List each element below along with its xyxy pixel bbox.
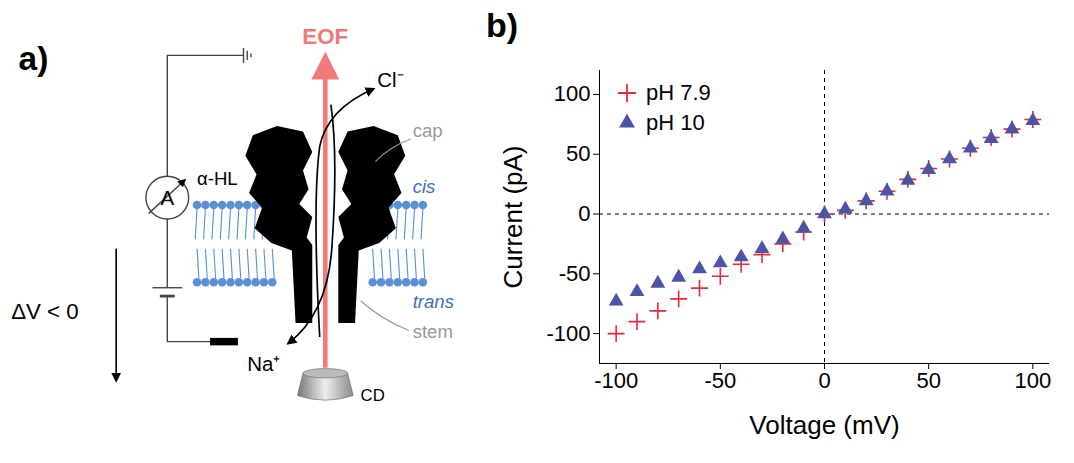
svg-text:50: 50 — [566, 141, 590, 166]
svg-text:trans: trans — [413, 291, 454, 312]
svg-text:cap: cap — [413, 120, 443, 141]
svg-text:CD: CD — [361, 386, 385, 405]
svg-text:Voltage (mV): Voltage (mV) — [749, 410, 899, 440]
svg-text:a): a) — [19, 40, 49, 77]
html-text:pH 7.9: pH 7.9 — [646, 80, 711, 105]
svg-text:A: A — [160, 186, 174, 209]
svg-text:cis: cis — [413, 176, 436, 197]
svg-text:-50: -50 — [559, 261, 591, 286]
svg-text:0: 0 — [578, 201, 590, 226]
svg-text:Cl⁻: Cl⁻ — [377, 68, 403, 91]
svg-text:50: 50 — [916, 368, 940, 393]
html-text:b): b) — [486, 6, 519, 44]
svg-text:α-HL: α-HL — [197, 168, 238, 189]
svg-text:EOF: EOF — [302, 24, 348, 49]
svg-text:-100: -100 — [546, 321, 590, 346]
svg-text:0: 0 — [818, 368, 830, 393]
svg-text:100: 100 — [554, 81, 591, 106]
svg-text:-50: -50 — [704, 368, 736, 393]
svg-text:ΔV < 0: ΔV < 0 — [11, 299, 79, 324]
svg-text:100: 100 — [1014, 368, 1051, 393]
html-text:pH 10: pH 10 — [646, 110, 705, 135]
svg-text:Na⁺: Na⁺ — [247, 352, 280, 375]
svg-text:stem: stem — [413, 321, 453, 342]
svg-text:Current (pA): Current (pA) — [498, 145, 528, 288]
svg-text:-100: -100 — [594, 368, 638, 393]
